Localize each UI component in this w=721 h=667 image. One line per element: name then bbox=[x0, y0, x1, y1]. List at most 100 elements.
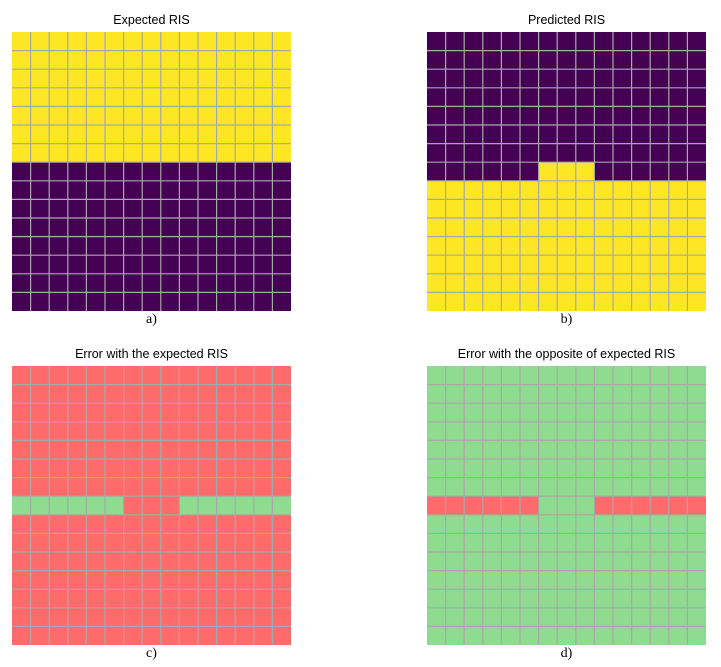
cell-r6-c3 bbox=[67, 143, 87, 163]
cell-r9-c9 bbox=[179, 533, 198, 552]
cell-r14-c3 bbox=[67, 292, 87, 311]
cell-r7-c10 bbox=[613, 496, 632, 515]
cell-r5-c0 bbox=[12, 125, 31, 144]
cell-r8-c13 bbox=[253, 514, 273, 534]
cell-r10-c12 bbox=[235, 218, 254, 237]
cell-r8-c4 bbox=[501, 180, 520, 200]
cell-r6-c6 bbox=[538, 477, 558, 497]
cell-r13-c10 bbox=[198, 607, 217, 627]
cell-r14-c3 bbox=[67, 626, 87, 645]
cell-r8-c11 bbox=[631, 180, 651, 200]
cell-r13-c4 bbox=[501, 273, 520, 293]
cell-r13-c5 bbox=[105, 273, 124, 293]
cell-r13-c10 bbox=[613, 273, 632, 293]
cell-r2-c14 bbox=[687, 69, 706, 88]
cell-r0-c11 bbox=[631, 32, 651, 51]
cell-r0-c2 bbox=[49, 366, 68, 385]
cell-r6-c3 bbox=[67, 477, 87, 497]
cell-r12-c7 bbox=[557, 589, 576, 608]
cell-r13-c13 bbox=[668, 273, 688, 293]
cell-r5-c1 bbox=[445, 459, 465, 478]
cell-r6-c12 bbox=[235, 477, 254, 497]
cell-r8-c2 bbox=[464, 180, 483, 200]
cell-r1-c6 bbox=[538, 384, 558, 404]
cell-r14-c8 bbox=[160, 626, 180, 645]
cell-r14-c2 bbox=[49, 292, 68, 311]
cell-r11-c5 bbox=[520, 570, 539, 590]
cell-r6-c11 bbox=[631, 143, 651, 163]
cell-r8-c1 bbox=[445, 514, 465, 534]
cell-r2-c0 bbox=[427, 69, 446, 88]
cell-r5-c2 bbox=[49, 459, 68, 478]
cell-r1-c11 bbox=[216, 384, 236, 404]
panel-caption: a) bbox=[146, 312, 157, 327]
cell-r11-c9 bbox=[179, 236, 198, 256]
cell-r10-c12 bbox=[650, 552, 669, 571]
cell-r9-c5 bbox=[520, 199, 539, 218]
cell-r10-c4 bbox=[501, 218, 520, 237]
cell-r2-c10 bbox=[613, 403, 632, 422]
cell-r2-c12 bbox=[650, 69, 669, 88]
cell-r8-c8 bbox=[575, 180, 595, 200]
cell-r3-c5 bbox=[520, 421, 539, 441]
cell-r10-c6 bbox=[123, 552, 143, 571]
cell-r11-c13 bbox=[253, 570, 273, 590]
cell-r9-c10 bbox=[613, 533, 632, 552]
cell-r4-c10 bbox=[613, 106, 632, 125]
cell-r6-c3 bbox=[482, 143, 502, 163]
cell-r10-c10 bbox=[198, 218, 217, 237]
cell-r11-c12 bbox=[650, 236, 669, 256]
cell-r2-c11 bbox=[216, 403, 236, 422]
cell-r10-c7 bbox=[142, 218, 161, 237]
cell-r1-c1 bbox=[445, 50, 465, 70]
cell-r8-c1 bbox=[445, 180, 465, 200]
cell-r2-c0 bbox=[12, 69, 31, 88]
cell-r2-c0 bbox=[427, 403, 446, 422]
cell-r6-c13 bbox=[668, 477, 688, 497]
cell-r10-c2 bbox=[49, 218, 68, 237]
cell-r11-c12 bbox=[235, 570, 254, 590]
cell-r11-c11 bbox=[216, 570, 236, 590]
cell-r7-c4 bbox=[501, 496, 520, 515]
cell-r6-c7 bbox=[557, 143, 576, 163]
cell-r14-c10 bbox=[198, 626, 217, 645]
cell-r12-c1 bbox=[445, 589, 465, 608]
cell-r12-c7 bbox=[142, 589, 161, 608]
cell-r13-c7 bbox=[142, 273, 161, 293]
cell-r8-c9 bbox=[594, 180, 613, 200]
cell-r13-c6 bbox=[123, 607, 143, 627]
cell-r1-c2 bbox=[464, 50, 483, 70]
cell-r14-c0 bbox=[427, 626, 446, 645]
cell-r4-c14 bbox=[272, 106, 291, 125]
cell-r10-c1 bbox=[445, 552, 465, 571]
cell-r1-c14 bbox=[687, 50, 706, 70]
cell-r3-c7 bbox=[557, 421, 576, 441]
cell-r10-c11 bbox=[631, 218, 651, 237]
cell-r0-c11 bbox=[216, 366, 236, 385]
cell-r8-c0 bbox=[427, 180, 446, 200]
cell-r5-c3 bbox=[482, 459, 502, 478]
cell-r9-c0 bbox=[12, 199, 31, 218]
cell-r1-c8 bbox=[160, 50, 180, 70]
cell-r8-c14 bbox=[687, 180, 706, 200]
cell-r0-c12 bbox=[235, 366, 254, 385]
cell-r8-c13 bbox=[668, 180, 688, 200]
cell-r7-c3 bbox=[482, 496, 502, 515]
cell-r2-c5 bbox=[520, 403, 539, 422]
cell-r9-c12 bbox=[235, 199, 254, 218]
cell-r1-c12 bbox=[235, 50, 254, 70]
cell-r14-c0 bbox=[12, 626, 31, 645]
cell-r14-c8 bbox=[575, 626, 595, 645]
cell-r0-c0 bbox=[427, 32, 446, 51]
cell-r1-c3 bbox=[67, 384, 87, 404]
cell-r5-c1 bbox=[445, 125, 465, 144]
cell-r9-c10 bbox=[198, 199, 217, 218]
cell-r3-c2 bbox=[464, 421, 483, 441]
cell-r4-c10 bbox=[198, 440, 217, 459]
cell-r2-c13 bbox=[668, 69, 688, 88]
cell-r13-c9 bbox=[179, 607, 198, 627]
cell-r7-c14 bbox=[687, 496, 706, 515]
cell-r8-c5 bbox=[520, 180, 539, 200]
cell-r7-c10 bbox=[613, 162, 632, 181]
cell-r6-c14 bbox=[687, 477, 706, 497]
